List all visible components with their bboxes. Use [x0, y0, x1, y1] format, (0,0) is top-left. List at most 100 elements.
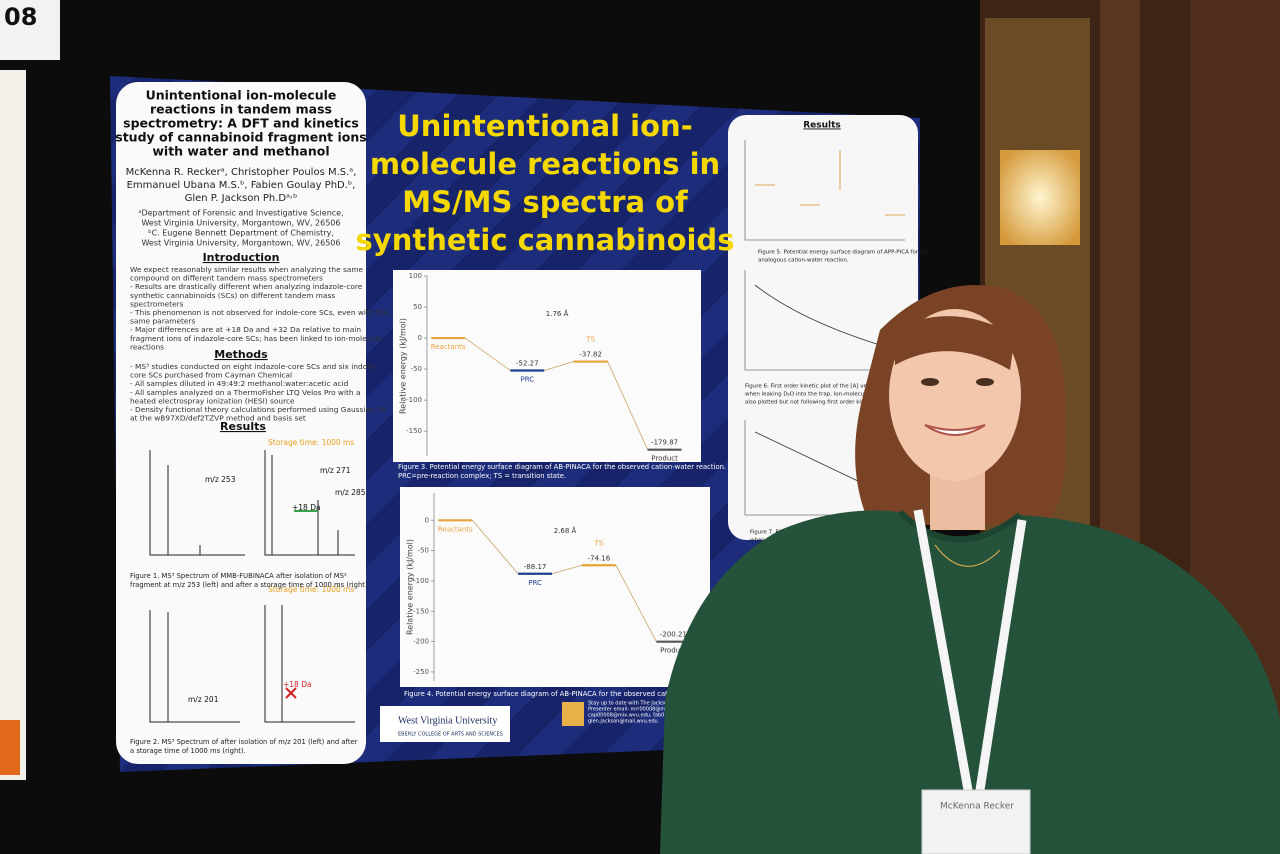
plot-curve: [754, 284, 881, 346]
poster-title: MS/MS spectra of: [402, 185, 688, 219]
spectrum-label: Storage time: 1000 ms: [268, 438, 354, 447]
level-label: PRC: [528, 579, 542, 587]
y-tick-label: 0: [418, 334, 422, 342]
panel-title: reactions in tandem mass: [150, 102, 332, 117]
spectrum-label: +18 Da: [292, 503, 321, 512]
figure-caption: analogous cation-water reaction.: [758, 258, 849, 264]
y-axis-label: Relative energy (kJ/mol): [406, 539, 415, 635]
logo-box: [380, 706, 510, 742]
y-tick-label: -150: [413, 607, 429, 615]
spectrum-label: Storage time: 1000 ms: [268, 585, 354, 594]
spectrum-label: m/z 285: [335, 488, 366, 497]
panel-title: study of cannabinoid fragment ions: [115, 130, 366, 145]
section-heading: Methods: [214, 348, 268, 361]
spectrum-peaks: [271, 455, 339, 555]
spectrum-axis: [149, 610, 240, 723]
y-tick-label: -100: [406, 396, 422, 404]
methods-text: - Density functional theory calculations…: [130, 405, 387, 414]
methods-text: core SCs purchased from Cayman Chemical: [130, 371, 292, 380]
intro-text: - Results are drastically different when…: [130, 282, 363, 291]
value-label: -88.17: [524, 563, 547, 571]
corner-label: 08: [4, 3, 37, 31]
plot-curve: [754, 431, 861, 483]
lamp: [1000, 150, 1080, 245]
y-tick-label: -50: [418, 547, 429, 555]
level-label: TS: [585, 336, 595, 344]
connector: [615, 565, 657, 642]
y-tick-label: -50: [411, 365, 422, 373]
affiliation: West Virginia University, Morgantown, WV…: [141, 239, 340, 248]
level-label: Reactants: [431, 343, 466, 351]
distance-label: 1.76 Å: [546, 309, 569, 318]
intro-text: compound on different tandem mass spectr…: [130, 274, 323, 283]
logo-sub: EBERLY COLLEGE OF ARTS AND SCIENCES: [398, 732, 503, 738]
eye: [976, 378, 994, 386]
contact: cap00008@mix.wvu.edu, fab0001@wvu.edu: [588, 713, 700, 719]
figure-caption: fragment at m/z 253 (left) and after a s…: [130, 581, 370, 589]
figure-caption: Figure 4. Potential energy surface diagr…: [404, 690, 745, 698]
panel-title: with water and methanol: [152, 144, 329, 159]
level-label: Product: [660, 647, 687, 655]
spectrum-label: m/z 271: [320, 466, 351, 475]
spectra: [149, 450, 355, 723]
figure-caption: when leaking D₂O into the trap. Ion-mole…: [745, 392, 896, 398]
poster-texts: Unintentional ion-molecule reactions in M…: [115, 88, 929, 756]
distance-label: 2.68 Å: [554, 526, 577, 535]
figure-3: 100 50 0 -50 -100 -150 Relative energy (kJ/mol…: [399, 272, 682, 463]
y-axis-label: Relative energy (kJ/mol): [399, 318, 408, 414]
plot-axis: [744, 270, 905, 371]
necklace: [934, 544, 1001, 567]
neighbor-poster: [0, 70, 26, 780]
affiliation: ᵃDepartment of Forensic and Investigativ…: [138, 209, 343, 218]
connector: [544, 361, 574, 371]
y-tick-label: -150: [406, 427, 422, 435]
contact: glen.jackson@mail.wvu.edu: [588, 719, 658, 725]
figure-caption: Figure 3. Potential energy surface diagr…: [398, 463, 726, 471]
figure-caption: Figure 5. Potential energy surface diagr…: [758, 250, 930, 256]
connector: [464, 337, 511, 371]
connector: [551, 564, 583, 575]
spectrum-label: m/z 201: [188, 695, 219, 704]
figure-caption: a storage time of 1000 ms (right).: [130, 747, 246, 755]
poster-title: synthetic cannabinoids: [356, 223, 735, 257]
intro-text: spectrometers: [130, 299, 184, 308]
value-label: -179.87: [651, 439, 678, 447]
y-tick-label: 50: [413, 303, 422, 311]
methods-text: heated electrospray ionization (HESI) so…: [130, 396, 295, 405]
methods-text: at the wB97XD/def2TZVP method and basis …: [130, 414, 306, 423]
person: McKenna Recker: [660, 285, 1280, 854]
affiliation: ᵇC. Eugene Bennett Department of Chemist…: [148, 229, 334, 238]
y-tick-label: -100: [413, 577, 429, 585]
neighbor-logo: [0, 720, 20, 775]
value-label: -52.27: [516, 360, 539, 368]
intro-text: same parameters: [130, 317, 195, 326]
collar: [897, 509, 1022, 543]
figure-caption: PRC=pre-reaction complex; TS = transitio…: [398, 472, 566, 480]
sweater: [660, 510, 1280, 854]
spectrum-axis: [264, 605, 355, 723]
value-label: -200.21: [660, 631, 687, 639]
section-heading: Results: [803, 121, 841, 131]
authors: Glen P. Jackson Ph.Dᵃ˒ᵇ: [185, 193, 298, 204]
spectrum-label: m/z 253: [205, 475, 236, 484]
poster-title: molecule reactions in: [370, 147, 720, 181]
panel-title: Unintentional ion-molecule: [146, 88, 337, 103]
left-panel: [116, 82, 366, 764]
fringe: [895, 316, 1015, 370]
spectrum-peaks: [167, 465, 201, 555]
connector: [471, 520, 519, 575]
intro-text: - Major differences are at +18 Da and +3…: [130, 325, 361, 334]
eye: [921, 378, 939, 386]
figure-3-box: [393, 270, 701, 462]
level-label: TS: [594, 539, 604, 547]
spectrum-axis: [264, 450, 355, 556]
contact: Presenter email: mrr00008@mix.wvu.edu: [588, 707, 692, 713]
badge-name: McKenna Recker: [940, 802, 1014, 812]
intro-text: synthetic cannabinoids (SCs) on differen…: [130, 291, 335, 300]
logo-name: West Virginia University: [398, 715, 497, 726]
intro-text: fragment ions of indazole-core SCs; has …: [130, 334, 382, 343]
value-label: -37.82: [579, 351, 602, 359]
level-label: Product: [651, 455, 678, 463]
